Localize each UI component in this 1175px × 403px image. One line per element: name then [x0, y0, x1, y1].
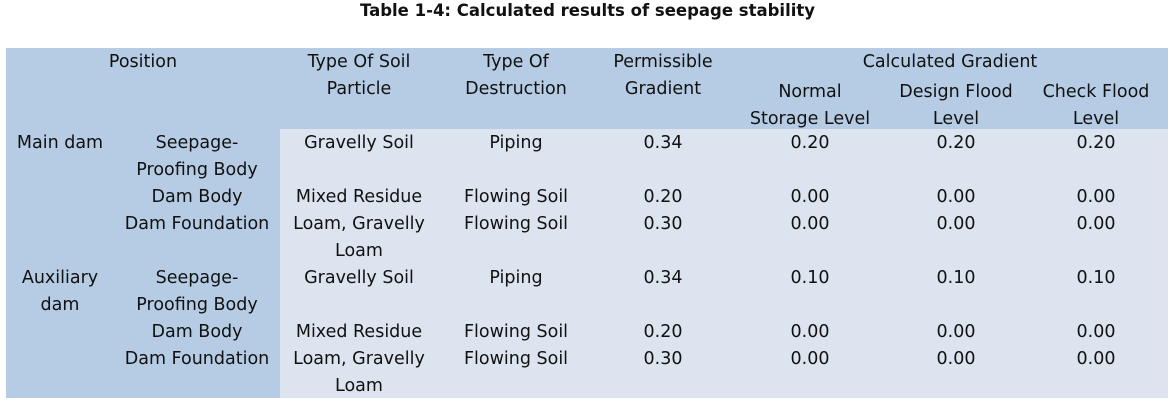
- header-soil-particle-line-2: Particle: [326, 79, 392, 99]
- check-flood-cell: 0.00: [1076, 322, 1116, 342]
- position-cell: Seepage-: [155, 133, 239, 153]
- soil-particle-cell: Loam, Gravelly: [293, 214, 425, 234]
- permissible-cell: 0.20: [643, 187, 683, 207]
- group-label: Main dam: [16, 133, 104, 153]
- normal-level-cell: 0.00: [790, 322, 830, 342]
- header-design-line-2: Level: [932, 109, 980, 129]
- normal-level-cell: 0.00: [790, 349, 830, 369]
- destruction-cell: Flowing Soil: [463, 187, 569, 207]
- group-label: Auxiliary: [21, 268, 99, 288]
- destruction-cell: Flowing Soil: [463, 349, 569, 369]
- header-destruction-line-1: Type Of: [483, 52, 549, 72]
- destruction-cell: Flowing Soil: [463, 322, 569, 342]
- permissible-cell: 0.30: [643, 349, 683, 369]
- design-flood-cell: 0.00: [936, 322, 976, 342]
- normal-level-cell: 0.20: [790, 133, 830, 153]
- design-flood-cell: 0.00: [936, 349, 976, 369]
- soil-particle-cell: Mixed Residue: [295, 187, 423, 207]
- position-cell: Proofing Body: [136, 295, 258, 315]
- header-permissible-line-1: Permissible: [613, 52, 713, 72]
- header-destruction-line-2: Destruction: [465, 79, 567, 99]
- permissible-cell: 0.34: [643, 268, 683, 288]
- permissible-cell: 0.30: [643, 214, 683, 234]
- check-flood-cell: 0.00: [1076, 214, 1116, 234]
- permissible-cell: 0.20: [643, 322, 683, 342]
- position-cell: Dam Foundation: [124, 214, 270, 234]
- header-check-line-1: Check Flood: [1042, 82, 1150, 102]
- check-flood-cell: 0.00: [1076, 349, 1116, 369]
- header-check-line-2: Level: [1072, 109, 1120, 129]
- header-normal-line-2: Storage Level: [749, 109, 871, 129]
- destruction-cell: Piping: [489, 133, 543, 153]
- check-flood-cell: 0.10: [1076, 268, 1116, 288]
- soil-particle-cell: Mixed Residue: [295, 322, 423, 342]
- soil-particle-cell: Gravelly Soil: [304, 133, 414, 153]
- soil-particle-cell: Loam, Gravelly: [293, 349, 425, 369]
- permissible-cell: 0.34: [643, 133, 683, 153]
- header-position: Position: [108, 52, 178, 72]
- position-column-background: [6, 129, 280, 398]
- header-soil-particle-line-1: Type Of Soil: [307, 52, 411, 72]
- normal-level-cell: 0.00: [790, 187, 830, 207]
- design-flood-cell: 0.10: [936, 268, 976, 288]
- header-calculated-gradient: Calculated Gradient: [862, 52, 1038, 72]
- destruction-cell: Flowing Soil: [463, 214, 569, 234]
- position-cell: Proofing Body: [136, 160, 258, 180]
- normal-level-cell: 0.00: [790, 214, 830, 234]
- soil-particle-cell: Loam: [335, 241, 383, 261]
- group-label: dam: [40, 295, 80, 315]
- check-flood-cell: 0.20: [1076, 133, 1116, 153]
- normal-level-cell: 0.10: [790, 268, 830, 288]
- design-flood-cell: 0.00: [936, 187, 976, 207]
- design-flood-cell: 0.20: [936, 133, 976, 153]
- soil-particle-cell: Loam: [335, 376, 383, 396]
- header-permissible-line-2: Gradient: [624, 79, 702, 99]
- soil-particle-cell: Gravelly Soil: [304, 268, 414, 288]
- position-cell: Seepage-: [155, 268, 239, 288]
- seepage-stability-table: Position Type Of Soil Particle Type Of D…: [6, 48, 1168, 398]
- destruction-cell: Piping: [489, 268, 543, 288]
- table-caption: Table 1-4: Calculated results of seepage…: [359, 1, 816, 20]
- check-flood-cell: 0.00: [1076, 187, 1116, 207]
- position-cell: Dam Body: [151, 322, 243, 342]
- header-design-line-1: Design Flood: [899, 82, 1013, 102]
- position-cell: Dam Foundation: [124, 349, 270, 369]
- header-background: [6, 48, 1168, 129]
- design-flood-cell: 0.00: [936, 214, 976, 234]
- header-normal-line-1: Normal: [778, 82, 842, 102]
- position-cell: Dam Body: [151, 187, 243, 207]
